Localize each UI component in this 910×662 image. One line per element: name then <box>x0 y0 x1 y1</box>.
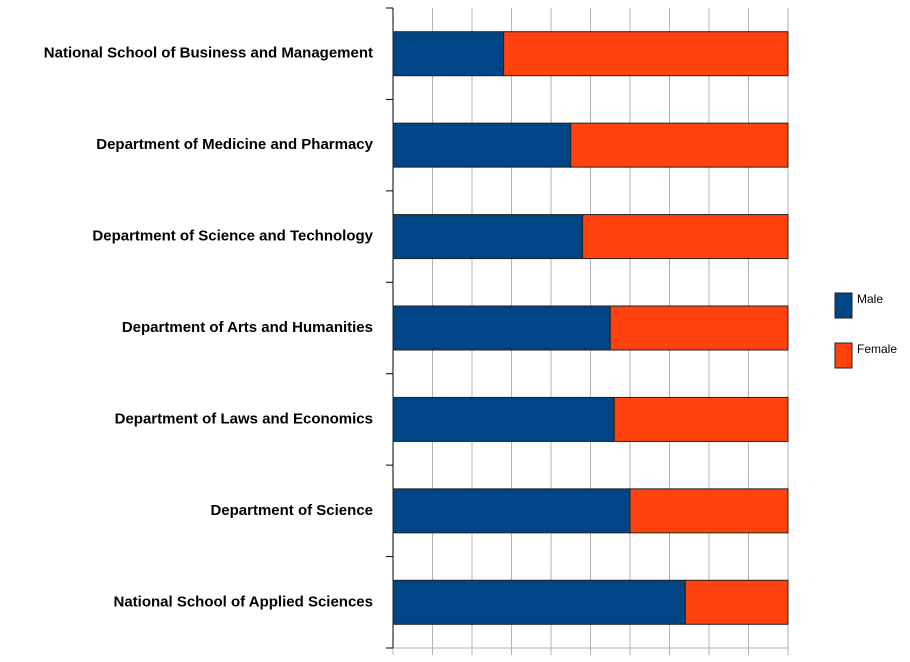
y-tick-label: Department of Medicine and Pharmacy <box>96 136 373 153</box>
y-tick-label: National School of Business and Manageme… <box>44 45 373 62</box>
bar <box>582 214 789 260</box>
bar <box>392 396 615 442</box>
bar <box>684 579 789 625</box>
bar <box>392 305 611 351</box>
y-tick-label: Department of Science and Technology <box>92 228 373 245</box>
bar <box>503 31 789 77</box>
bar <box>392 122 572 168</box>
legend-swatch <box>834 342 853 369</box>
bar <box>392 214 584 260</box>
legend-label: Female <box>857 342 897 356</box>
bar <box>392 31 505 77</box>
bar <box>613 396 789 442</box>
bar <box>570 122 789 168</box>
y-tick-label: Department of Arts and Humanities <box>122 319 373 336</box>
legend-label: Male <box>857 292 883 306</box>
y-tick-label: National School of Applied Sciences <box>114 593 374 610</box>
bar <box>392 488 631 534</box>
bar <box>629 488 789 534</box>
y-tick-label: Department of Laws and Economics <box>115 410 373 427</box>
legend-swatch <box>834 292 853 319</box>
y-tick-label: Department of Science <box>210 502 373 519</box>
bar <box>609 305 789 351</box>
bar <box>392 579 686 625</box>
